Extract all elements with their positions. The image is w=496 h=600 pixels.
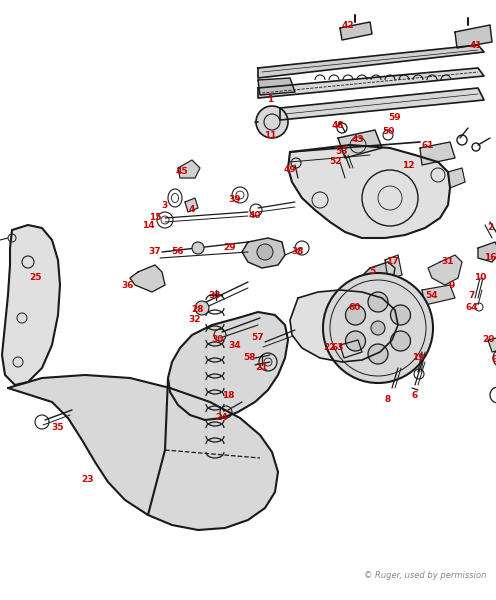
Polygon shape: [385, 255, 402, 280]
Text: 22: 22: [324, 343, 336, 352]
Circle shape: [368, 344, 388, 364]
Text: 40: 40: [249, 211, 261, 220]
Text: 32: 32: [189, 316, 201, 325]
Text: 6: 6: [412, 391, 418, 400]
Text: 20: 20: [482, 335, 494, 344]
Text: 14: 14: [142, 220, 154, 229]
Text: 52: 52: [329, 157, 341, 166]
Circle shape: [323, 273, 433, 383]
Circle shape: [371, 321, 385, 335]
Polygon shape: [280, 88, 484, 120]
Text: 45: 45: [176, 167, 188, 176]
Text: 18: 18: [222, 391, 234, 400]
Polygon shape: [455, 25, 492, 48]
Circle shape: [257, 244, 273, 260]
Text: 19: 19: [412, 353, 424, 362]
Text: © Ruger, used by permission: © Ruger, used by permission: [364, 571, 486, 580]
Polygon shape: [338, 130, 382, 158]
Polygon shape: [448, 168, 465, 188]
Text: 53: 53: [336, 148, 348, 157]
Text: 57: 57: [251, 334, 264, 343]
Text: 42: 42: [342, 20, 354, 29]
Text: 9: 9: [449, 280, 455, 289]
Text: 59: 59: [389, 113, 401, 122]
Text: 50: 50: [382, 127, 394, 136]
Text: 30: 30: [212, 335, 224, 344]
Text: 15: 15: [149, 214, 161, 223]
Text: 23: 23: [82, 475, 94, 485]
Text: 48: 48: [332, 121, 344, 130]
Polygon shape: [185, 198, 198, 212]
Text: 43: 43: [352, 136, 365, 145]
Text: 63: 63: [332, 343, 344, 352]
Polygon shape: [258, 78, 295, 95]
Polygon shape: [428, 255, 462, 285]
Text: 38: 38: [292, 247, 304, 257]
Text: 29: 29: [224, 244, 236, 253]
Circle shape: [192, 242, 204, 254]
Text: 34: 34: [229, 340, 242, 349]
Polygon shape: [130, 265, 165, 292]
Text: 31: 31: [442, 257, 454, 266]
Polygon shape: [420, 142, 455, 165]
Text: 3: 3: [162, 200, 168, 209]
Text: 2: 2: [487, 223, 493, 232]
Text: 41: 41: [470, 40, 482, 49]
Polygon shape: [178, 160, 200, 178]
Polygon shape: [168, 312, 288, 420]
Text: 54: 54: [426, 290, 438, 299]
Polygon shape: [2, 225, 60, 385]
Circle shape: [256, 106, 288, 138]
Polygon shape: [488, 336, 496, 352]
Text: 11: 11: [264, 130, 276, 139]
Circle shape: [195, 301, 209, 315]
Text: 12: 12: [402, 160, 414, 169]
Text: 7: 7: [469, 290, 475, 299]
Polygon shape: [288, 145, 450, 238]
Text: 17: 17: [386, 257, 398, 266]
Text: 61: 61: [422, 140, 434, 149]
Polygon shape: [422, 285, 455, 305]
Circle shape: [368, 292, 388, 312]
Polygon shape: [478, 242, 496, 262]
Text: 10: 10: [474, 274, 486, 283]
Circle shape: [346, 331, 366, 351]
Text: 58: 58: [244, 353, 256, 362]
Text: 25: 25: [29, 274, 41, 283]
Circle shape: [390, 305, 411, 325]
Text: 49: 49: [284, 166, 297, 175]
Polygon shape: [8, 375, 278, 530]
Text: 21: 21: [256, 364, 268, 373]
Polygon shape: [258, 68, 484, 98]
Text: 62: 62: [492, 355, 496, 364]
Polygon shape: [290, 290, 398, 362]
Polygon shape: [340, 22, 372, 40]
Polygon shape: [360, 262, 395, 298]
Text: 33: 33: [209, 290, 221, 299]
Text: 5: 5: [369, 268, 375, 277]
Circle shape: [346, 305, 366, 325]
Text: 16: 16: [484, 253, 496, 263]
Text: 28: 28: [192, 305, 204, 314]
Text: 37: 37: [149, 247, 161, 257]
Text: 8: 8: [385, 395, 391, 404]
Text: 35: 35: [52, 424, 64, 433]
Text: 39: 39: [229, 196, 242, 205]
Text: 1: 1: [267, 95, 273, 104]
Text: 64: 64: [466, 304, 478, 313]
Circle shape: [390, 331, 411, 351]
Text: 36: 36: [122, 280, 134, 289]
Polygon shape: [258, 45, 484, 78]
Polygon shape: [340, 340, 362, 358]
Text: 4: 4: [189, 205, 195, 214]
Text: 56: 56: [172, 247, 184, 257]
Polygon shape: [242, 238, 285, 268]
Text: 60: 60: [349, 304, 361, 313]
Text: 24: 24: [216, 413, 228, 422]
